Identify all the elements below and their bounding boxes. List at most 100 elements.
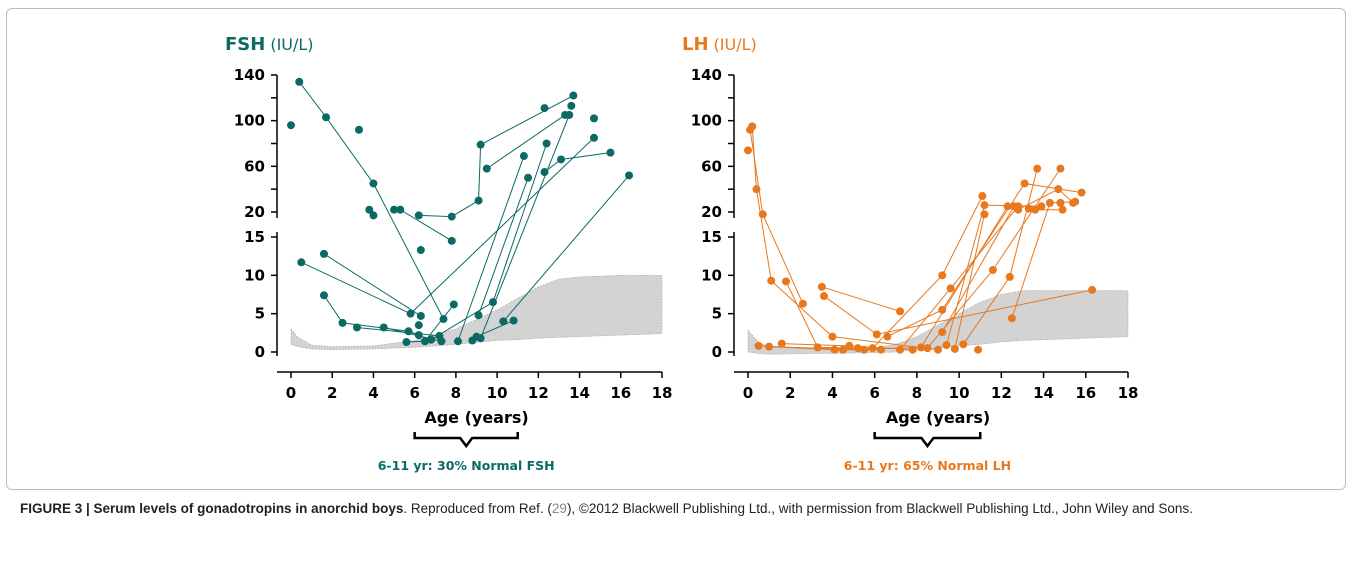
patient-line (476, 320, 514, 338)
x-tick-label: 0 (743, 384, 753, 402)
data-point (877, 345, 885, 354)
data-point (437, 337, 446, 346)
x-tick-label: 4 (368, 384, 378, 402)
data-point (1069, 198, 1078, 207)
y-tick-label: 20 (244, 203, 265, 221)
patient-line (478, 177, 529, 316)
data-point (474, 311, 483, 320)
data-point (988, 265, 997, 274)
data-point (1031, 205, 1040, 214)
data-point (938, 271, 947, 280)
patient-line (749, 129, 804, 304)
data-point (839, 345, 847, 354)
data-point (883, 332, 892, 341)
caption: FIGURE 3 | Serum levels of gonadotropins… (20, 498, 1330, 520)
data-point (416, 311, 425, 320)
data-point (524, 173, 533, 182)
data-point (950, 344, 959, 353)
data-point (1056, 198, 1065, 207)
patient-line (418, 95, 574, 218)
data-point (872, 330, 881, 339)
y-tick-label: 60 (244, 157, 265, 175)
data-point (565, 110, 574, 119)
data-point (567, 101, 576, 110)
data-point (365, 205, 374, 214)
caption-label: FIGURE 3 | Serum levels of gonadotropins… (20, 501, 404, 516)
data-point (748, 122, 757, 131)
title-unit: (IU/L) (714, 35, 757, 54)
patient-line (486, 114, 566, 170)
data-point (765, 342, 774, 351)
data-point (959, 340, 968, 349)
data-point (287, 121, 295, 130)
data-point (295, 77, 304, 86)
data-point (942, 341, 951, 350)
title-name: LH (682, 34, 709, 55)
data-point (420, 337, 429, 346)
data-point (908, 345, 917, 354)
data-point (390, 205, 399, 214)
y-tick-label: 140 (234, 66, 265, 84)
y-tick-label: 140 (691, 66, 722, 84)
data-point (439, 315, 448, 324)
y-tick-label: 60 (701, 157, 722, 175)
data-point (754, 341, 763, 350)
data-point (447, 236, 456, 245)
data-point (896, 307, 904, 316)
data-point (453, 337, 462, 346)
patient-line (457, 155, 525, 342)
data-point (1058, 205, 1067, 214)
data-point (946, 284, 955, 293)
x-tick-label: 16 (610, 384, 631, 402)
data-point (472, 332, 481, 341)
y-tick-label: 10 (244, 266, 265, 284)
data-point (1054, 185, 1063, 194)
title-name: FSH (225, 34, 265, 55)
data-point (625, 171, 634, 180)
data-point (934, 345, 942, 354)
y-tick-label: 5 (712, 305, 722, 323)
x-tick-label: 2 (327, 384, 337, 402)
data-point (938, 305, 947, 314)
data-point (860, 345, 869, 354)
patient-line (821, 286, 901, 312)
data-point (589, 133, 598, 142)
patient-line (954, 214, 985, 350)
x-tick-label: 18 (1118, 384, 1139, 402)
data-point (917, 343, 926, 352)
data-point (482, 164, 491, 173)
y-tick-label: 15 (244, 228, 265, 246)
data-point (820, 292, 828, 301)
data-point (476, 140, 485, 149)
y-tick-label: 0 (255, 343, 265, 361)
data-point (1077, 188, 1086, 197)
data-point (830, 345, 839, 354)
patient-line (544, 152, 611, 173)
data-point (1003, 202, 1012, 211)
data-point (1020, 179, 1029, 188)
data-point (923, 344, 932, 353)
x-axis-label: Age (years) (886, 408, 990, 427)
chart-title: LH (IU/L) (682, 34, 757, 55)
x-tick-label: 16 (1075, 384, 1096, 402)
bracket (873, 432, 982, 449)
patient-line (356, 326, 440, 337)
data-point (449, 300, 458, 309)
data-point (509, 316, 518, 325)
caption-rest: ), ©2012 Blackwell Publishing Ltd., with… (566, 501, 1193, 516)
data-point (402, 338, 411, 347)
data-point (1024, 204, 1033, 213)
normal-range (290, 275, 663, 351)
data-point (744, 146, 752, 155)
x-tick-label: 12 (528, 384, 549, 402)
caption-ref: 29 (551, 501, 567, 516)
data-point (319, 291, 328, 300)
annotation: 6-11 yr: 65% Normal LH (844, 458, 1011, 473)
data-point (540, 104, 549, 113)
data-point (488, 298, 497, 307)
normal-range (747, 290, 1129, 355)
data-point (782, 277, 790, 286)
data-point (406, 309, 415, 318)
